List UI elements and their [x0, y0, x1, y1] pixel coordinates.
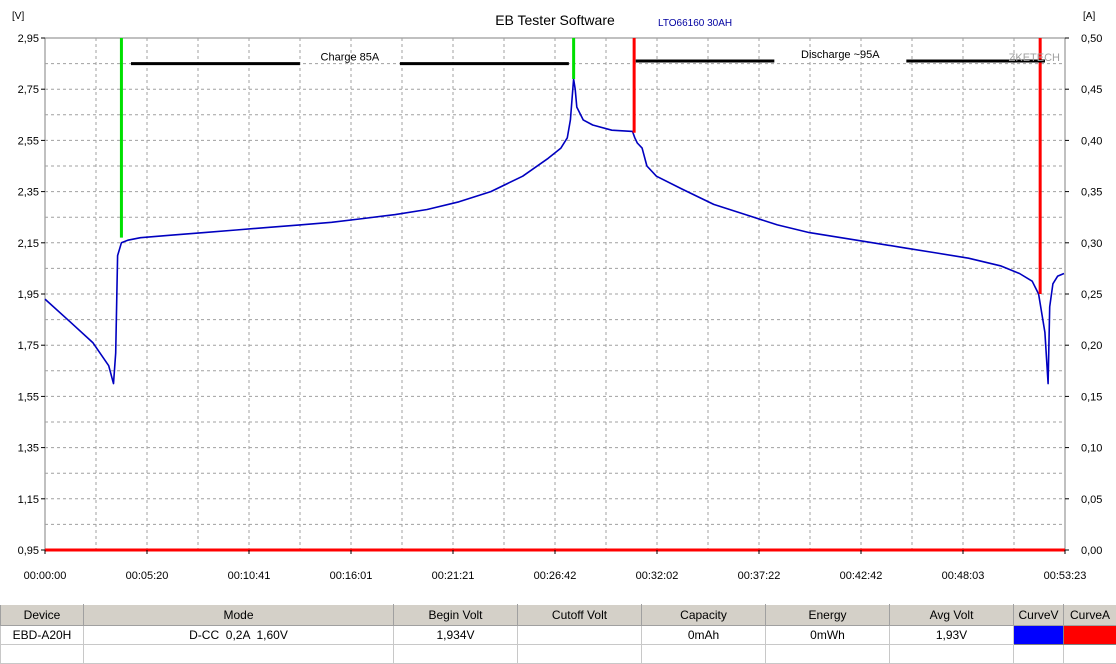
header-device[interactable]: Device	[1, 605, 84, 626]
y-tick-label-left: 1,75	[18, 340, 39, 352]
empty-cell	[84, 645, 394, 664]
cell-mode: D-CC 0,2A 1,60V	[84, 626, 394, 645]
x-tick-label: 00:37:22	[738, 570, 781, 582]
cell-avg-volt: 1,93V	[890, 626, 1014, 645]
empty-cell	[1064, 645, 1116, 664]
x-tick-label: 00:16:01	[330, 570, 373, 582]
y-tick-label-left: 1,35	[18, 443, 39, 455]
empty-cell	[766, 645, 890, 664]
y-tick-label-left: 2,95	[18, 33, 39, 45]
chart-subtitle: LTO66160 30AH	[658, 18, 732, 29]
y-tick-label-right: 0,45	[1081, 84, 1102, 96]
cell-device: EBD-A20H	[1, 626, 84, 645]
y-axis-right-unit: [A]	[1083, 11, 1095, 22]
x-tick-label: 00:42:42	[840, 570, 883, 582]
y-axis-left-unit: [V]	[12, 11, 24, 22]
curve-v-swatch[interactable]	[1014, 626, 1064, 645]
header-cutoff-volt[interactable]: Cutoff Volt	[518, 605, 642, 626]
header-capacity[interactable]: Capacity	[642, 605, 766, 626]
cell-energy: 0mWh	[766, 626, 890, 645]
annotation-label: Discharge ~95A	[801, 49, 880, 61]
chart-title: EB Tester Software	[495, 12, 615, 28]
table-row[interactable]: EBD-A20H D-CC 0,2A 1,60V 1,934V 0mAh 0mW…	[1, 626, 1116, 645]
grid	[45, 38, 1065, 550]
chart: Charge 85A Discharge ~95A 2,95 2,75 2,55 2,3…	[0, 0, 1116, 600]
y-tick-label-right: 0,20	[1081, 340, 1102, 352]
x-tick-label: 00:05:20	[126, 570, 169, 582]
header-mode[interactable]: Mode	[84, 605, 394, 626]
y-tick-label-right: 0,15	[1081, 391, 1102, 403]
x-tick-label: 00:21:21	[432, 570, 475, 582]
y-tick-label-left: 2,55	[18, 135, 39, 147]
empty-cell	[642, 645, 766, 664]
y-tick-label-right: 0,35	[1081, 187, 1102, 199]
y-tick-label-left: 0,95	[18, 545, 39, 557]
x-tick-label: 00:53:23	[1044, 570, 1087, 582]
header-begin-volt[interactable]: Begin Volt	[394, 605, 518, 626]
header-energy[interactable]: Energy	[766, 605, 890, 626]
y-tick-label-right: 0,25	[1081, 289, 1102, 301]
y-tick-label-left: 1,55	[18, 391, 39, 403]
table-row-empty	[1, 645, 1116, 664]
y-tick-label-left: 2,75	[18, 84, 39, 96]
x-tick-label: 00:10:41	[228, 570, 271, 582]
x-tick-label: 00:48:03	[942, 570, 985, 582]
cell-begin-volt: 1,934V	[394, 626, 518, 645]
info-table: Device Mode Begin Volt Cutoff Volt Capac…	[0, 604, 1116, 664]
empty-cell	[1, 645, 84, 664]
y-tick-label-left: 1,15	[18, 494, 39, 506]
y-tick-label-left: 2,35	[18, 187, 39, 199]
header-curve-v[interactable]: CurveV	[1014, 605, 1064, 626]
y-tick-label-right: 0,30	[1081, 238, 1102, 250]
x-tick-label: 00:32:02	[636, 570, 679, 582]
curve-a-swatch[interactable]	[1064, 626, 1116, 645]
annotation-label: Charge 85A	[321, 52, 380, 64]
header-avg-volt[interactable]: Avg Volt	[890, 605, 1014, 626]
cell-cutoff-volt	[518, 626, 642, 645]
empty-cell	[890, 645, 1014, 664]
x-tick-label: 00:26:42	[534, 570, 577, 582]
empty-cell	[518, 645, 642, 664]
y-tick-label-right: 0,10	[1081, 443, 1102, 455]
y-tick-label-left: 2,15	[18, 238, 39, 250]
y-tick-label-right: 0,05	[1081, 494, 1102, 506]
empty-cell	[1014, 645, 1064, 664]
x-tick-label: 00:00:00	[24, 570, 67, 582]
table-header-row: Device Mode Begin Volt Cutoff Volt Capac…	[1, 605, 1116, 626]
watermark: ZKETECH	[1009, 52, 1060, 64]
empty-cell	[394, 645, 518, 664]
y-tick-label-right: 0,40	[1081, 135, 1102, 147]
y-tick-label-right: 0,50	[1081, 33, 1102, 45]
y-tick-label-left: 1,95	[18, 289, 39, 301]
header-curve-a[interactable]: CurveA	[1064, 605, 1116, 626]
y-tick-label-right: 0,00	[1081, 545, 1102, 557]
cell-capacity: 0mAh	[642, 626, 766, 645]
